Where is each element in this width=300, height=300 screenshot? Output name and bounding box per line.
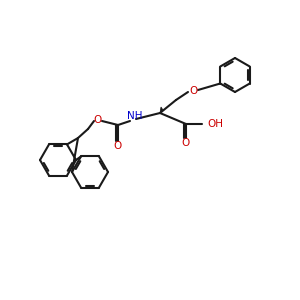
Text: O: O	[114, 141, 122, 151]
Polygon shape	[160, 107, 163, 113]
Text: O: O	[189, 86, 197, 96]
Text: NH: NH	[127, 111, 143, 121]
Text: O: O	[182, 138, 190, 148]
Text: O: O	[94, 115, 102, 125]
Text: OH: OH	[207, 119, 223, 129]
